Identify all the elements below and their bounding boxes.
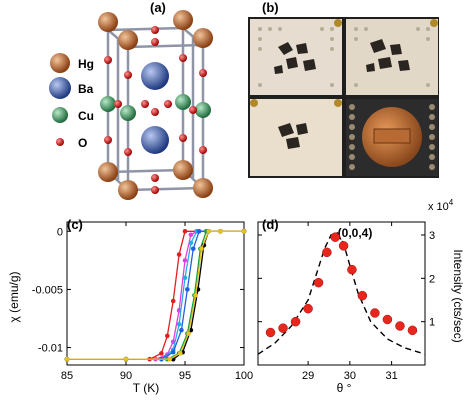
hg-atom bbox=[98, 12, 118, 32]
c-series-point bbox=[182, 229, 188, 234]
d-data-point bbox=[330, 232, 340, 242]
d-xtick-label: 31 bbox=[385, 370, 397, 382]
hg-atom bbox=[118, 30, 138, 50]
d-data-point bbox=[303, 303, 313, 314]
c-xlabel: T (K) bbox=[133, 381, 159, 395]
legend-swatch-hg bbox=[50, 53, 70, 73]
hg-atom bbox=[173, 160, 193, 180]
c-series-point bbox=[185, 287, 190, 292]
cu-atom bbox=[175, 94, 191, 110]
c-series-point bbox=[176, 322, 182, 327]
c-series-point bbox=[182, 275, 188, 281]
legend-swatch-cu bbox=[52, 107, 68, 123]
legend-label-ba: Ba bbox=[78, 82, 94, 96]
c-xtick-label: 100 bbox=[235, 370, 253, 382]
d-plot-frame bbox=[257, 221, 426, 366]
d-ytick-label: 3 bbox=[429, 230, 435, 242]
screw-icon bbox=[250, 19, 438, 107]
d-annotation: (0,0,4) bbox=[338, 226, 373, 240]
c-series-point bbox=[193, 292, 198, 298]
cu-atom bbox=[120, 105, 136, 121]
atom-legend: Hg Ba Cu O bbox=[49, 53, 94, 150]
c-ytick-label: -0.005 bbox=[32, 284, 63, 296]
d-xtick-label: 30 bbox=[344, 370, 356, 382]
legend-label-cu: Cu bbox=[78, 109, 94, 123]
cu-atom bbox=[100, 96, 116, 112]
legend-swatch-o bbox=[56, 138, 64, 146]
d-data-point bbox=[338, 241, 349, 251]
d-xtick-label: 29 bbox=[302, 370, 314, 382]
d-data-point bbox=[265, 327, 276, 338]
c-ytick-label: 0 bbox=[57, 226, 63, 238]
d-fit-curve bbox=[257, 231, 426, 355]
c-series-point bbox=[199, 246, 204, 252]
d-data-point bbox=[290, 316, 301, 327]
d-data-point bbox=[278, 323, 288, 333]
c-series-point bbox=[188, 232, 194, 238]
d-data-point bbox=[370, 308, 380, 318]
panel-label-a: (a) bbox=[150, 0, 166, 15]
c-series-point bbox=[206, 229, 211, 234]
c-xtick-label: 85 bbox=[61, 370, 73, 382]
d-ytick-label: 2 bbox=[429, 273, 435, 285]
hg-atom bbox=[193, 178, 213, 198]
legend-swatch-ba bbox=[49, 77, 71, 99]
c-series-point bbox=[241, 229, 247, 234]
panel-label-d: (d) bbox=[262, 217, 279, 232]
d-ytick-label: 1 bbox=[429, 317, 435, 329]
c-series-point bbox=[123, 356, 129, 362]
c-xtick-label: 95 bbox=[179, 370, 191, 382]
c-series-point bbox=[177, 351, 183, 356]
c-series-point bbox=[182, 258, 188, 263]
hg-atom bbox=[98, 162, 118, 182]
d-data-point bbox=[313, 277, 324, 288]
c-xtick-label: 90 bbox=[120, 370, 132, 382]
d-ylabel: Intensity (cts/sec) bbox=[451, 249, 465, 342]
c-series-point bbox=[190, 246, 196, 252]
c-series-point bbox=[165, 333, 170, 339]
c-plot-frame bbox=[66, 221, 245, 366]
d-data-point bbox=[322, 247, 332, 258]
oxygen-atoms bbox=[104, 26, 207, 194]
legend-label-o: O bbox=[78, 136, 87, 150]
c-series-point bbox=[170, 349, 176, 355]
d-data-point bbox=[357, 290, 368, 301]
c-series-point bbox=[179, 327, 184, 333]
d-xlabel: θ ° bbox=[337, 381, 352, 395]
hg-atom bbox=[193, 28, 213, 48]
ba-atom bbox=[141, 126, 169, 154]
c-ylabel: χ (emu/g) bbox=[7, 272, 21, 323]
d-data-point bbox=[395, 321, 405, 331]
c-ytick-label: -0.01 bbox=[38, 343, 63, 355]
cu-atom bbox=[195, 102, 211, 118]
c-series-point bbox=[64, 356, 70, 362]
d-data-point bbox=[347, 264, 357, 275]
c-series-point bbox=[170, 298, 176, 304]
c-series-point bbox=[188, 240, 194, 246]
d-data-point bbox=[382, 314, 393, 325]
crystal-sample-photo bbox=[248, 17, 439, 178]
panel-label-c: (c) bbox=[67, 217, 83, 232]
c-series-point bbox=[218, 229, 223, 234]
d-exponent: x 104 bbox=[428, 198, 454, 213]
c-series-line bbox=[67, 230, 244, 360]
legend-label-hg: Hg bbox=[78, 57, 94, 71]
hg-atom bbox=[118, 180, 138, 200]
hg-atom bbox=[173, 10, 193, 30]
d-data-point bbox=[407, 325, 418, 336]
c-series-point bbox=[186, 331, 191, 336]
ba-atom bbox=[141, 62, 169, 90]
c-series-point bbox=[176, 252, 182, 257]
c-series-point bbox=[167, 356, 172, 362]
c-series-point bbox=[196, 229, 202, 234]
panel-label-b: (b) bbox=[262, 0, 279, 15]
c-series-point bbox=[159, 351, 164, 356]
